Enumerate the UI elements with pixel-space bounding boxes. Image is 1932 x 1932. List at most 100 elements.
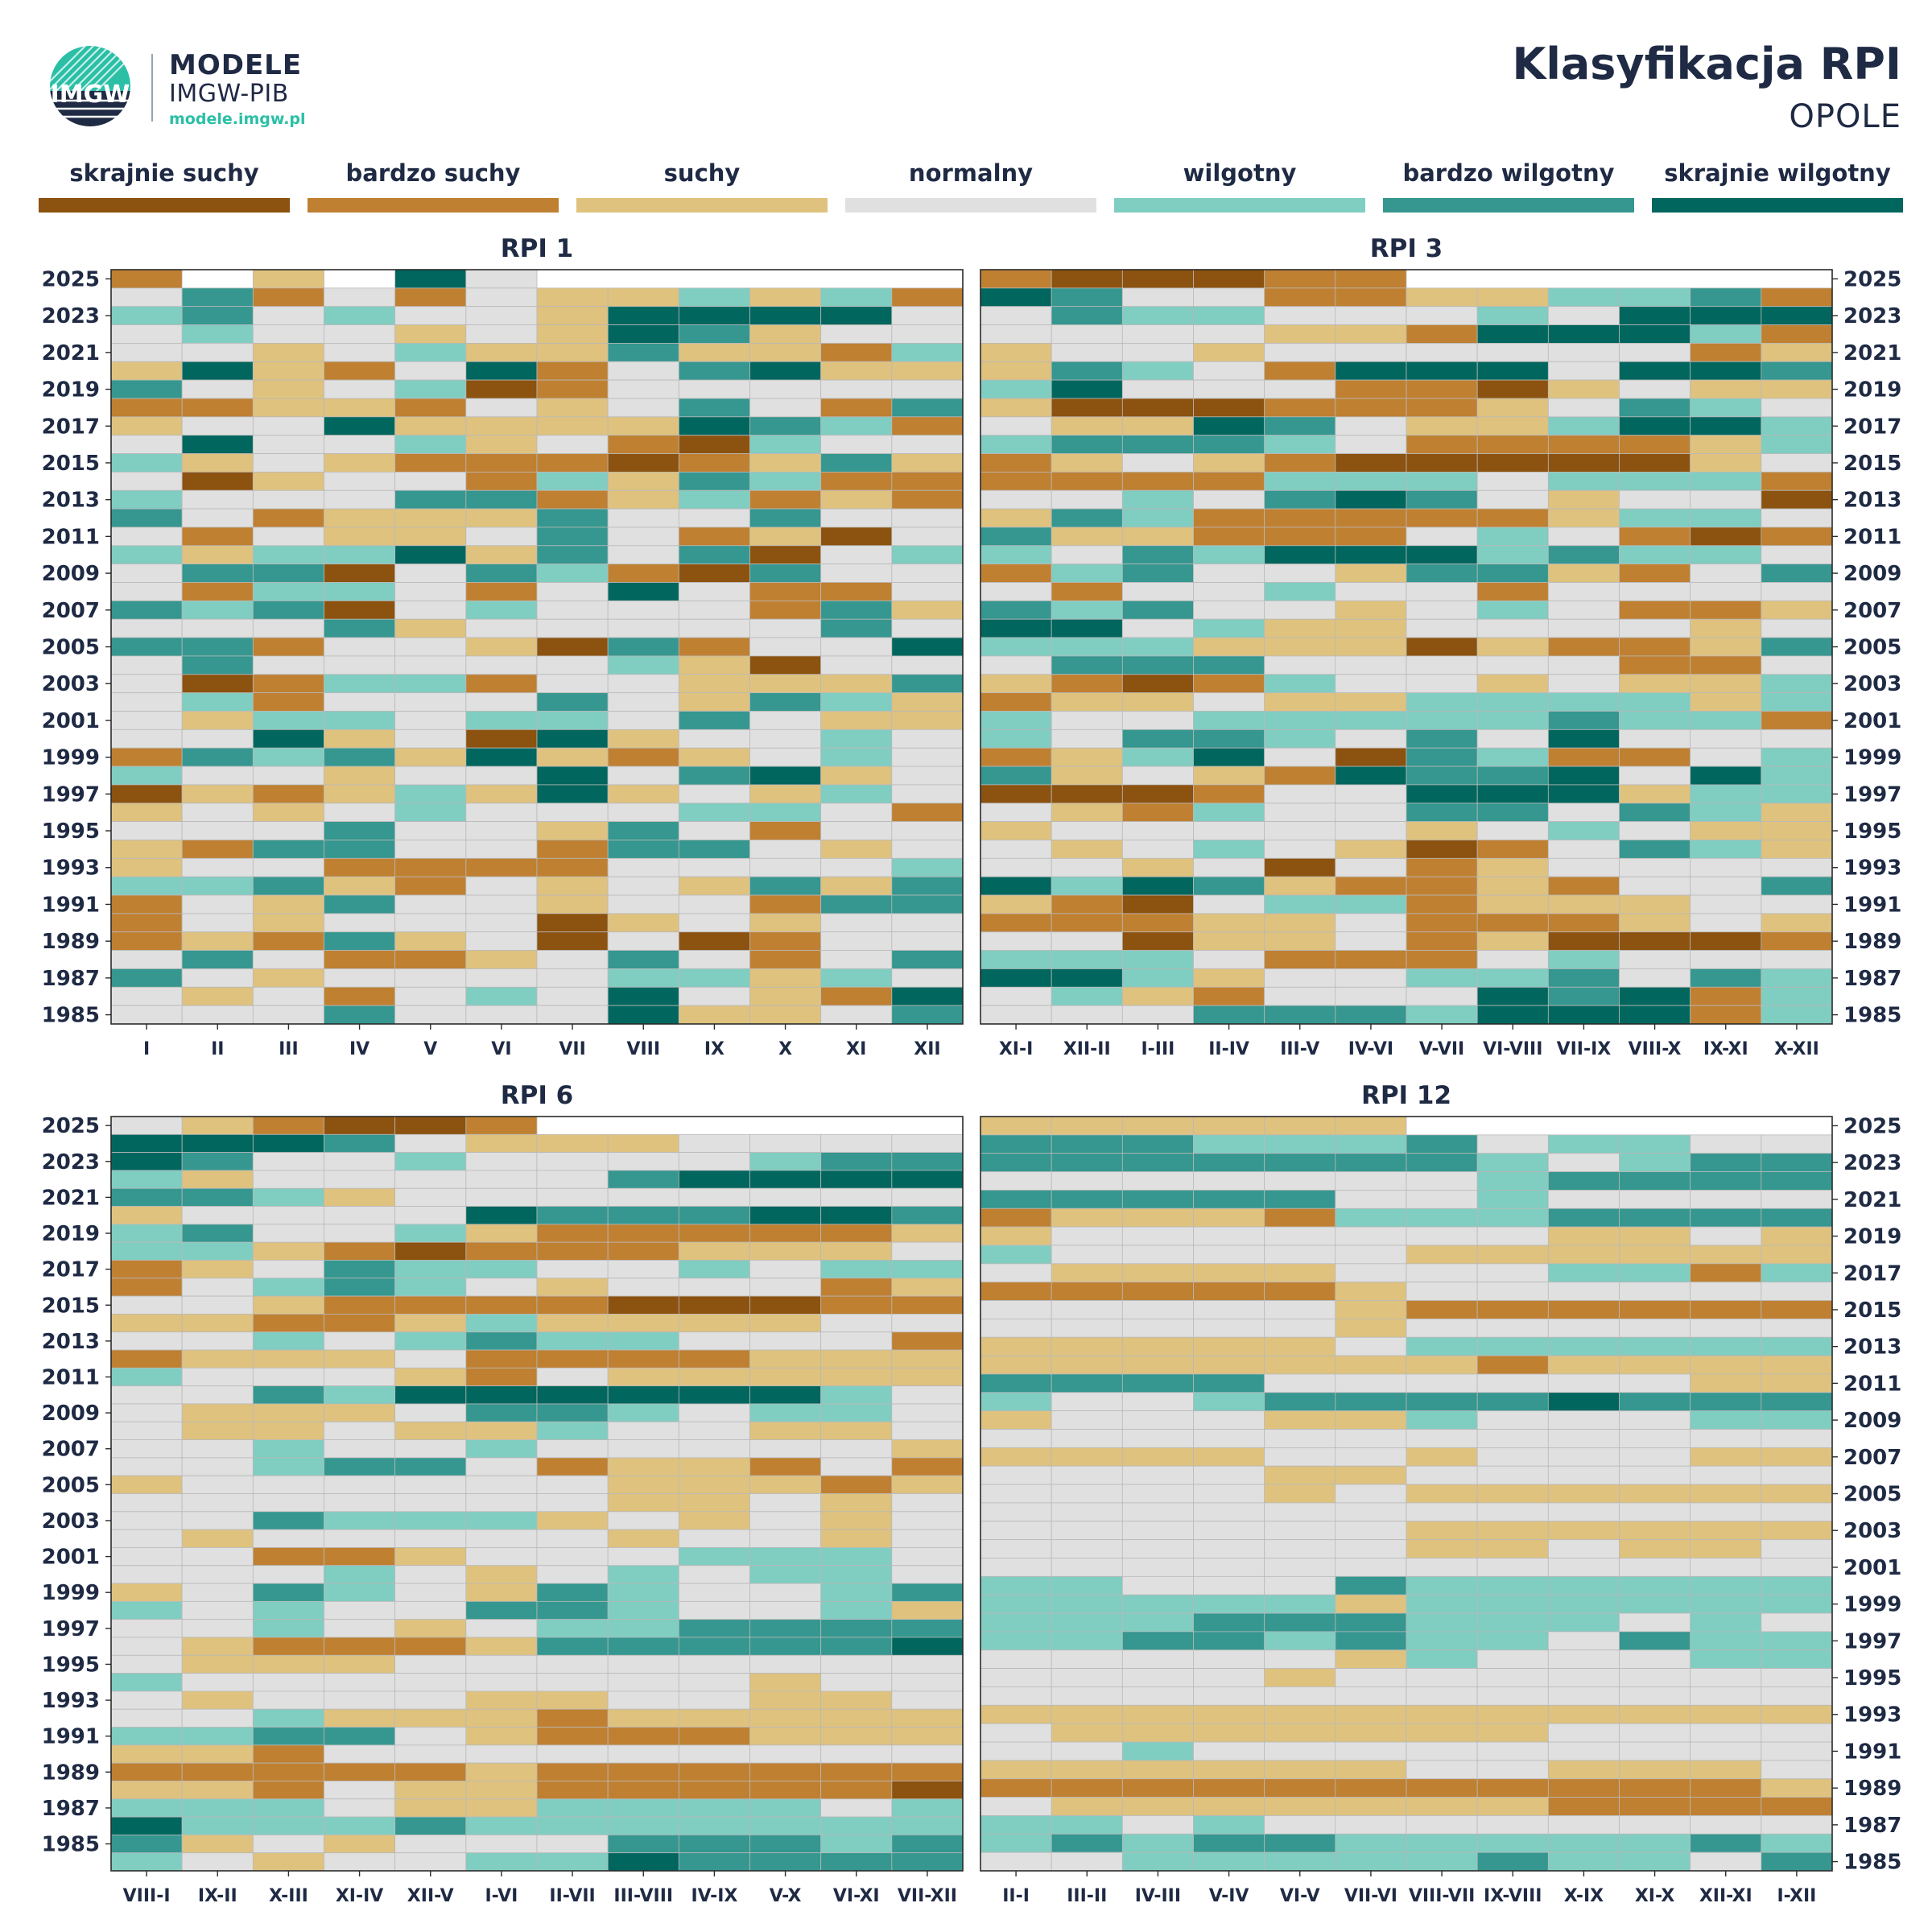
y-tick-label: 1991	[42, 1725, 100, 1749]
heatmap-cell	[110, 1439, 183, 1459]
heatmap-cell	[1406, 1373, 1478, 1393]
heatmap-cell	[324, 582, 396, 601]
heatmap-cell	[252, 931, 324, 951]
heatmap-cell	[980, 1153, 1052, 1172]
heatmap-cell	[1476, 1300, 1549, 1319]
heatmap-cell	[1547, 674, 1620, 694]
heatmap-cell	[536, 1170, 609, 1189]
heatmap-cell	[1406, 1190, 1478, 1209]
heatmap-cell	[1761, 711, 1833, 730]
heatmap-cell	[980, 416, 1052, 436]
heatmap-cell	[1406, 287, 1478, 308]
heatmap-cell	[1193, 545, 1265, 565]
heatmap-cell	[1476, 1778, 1549, 1798]
heatmap-cell	[252, 1475, 324, 1494]
heatmap-cell	[980, 950, 1052, 969]
heatmap-cell	[1476, 1355, 1549, 1375]
heatmap-cell	[394, 1421, 467, 1440]
heatmap-cell	[252, 324, 324, 344]
heatmap-cell	[181, 821, 254, 840]
heatmap-cell	[607, 306, 679, 325]
heatmap-cell	[1690, 1686, 1762, 1706]
heatmap-cell	[1193, 1226, 1265, 1246]
heatmap-cell	[252, 1565, 324, 1584]
heatmap-cell	[1406, 471, 1478, 491]
heatmap-cell	[1335, 1741, 1407, 1761]
heatmap-cell	[1761, 1226, 1833, 1246]
heatmap-cell	[749, 1349, 822, 1368]
y-tick-label: 1993	[1843, 857, 1901, 881]
heatmap-cell	[1761, 435, 1833, 454]
heatmap-cell	[252, 692, 324, 712]
page-title: Klasyfikacja RPI	[1512, 39, 1901, 89]
heatmap-cell	[181, 1762, 254, 1781]
heatmap-cell	[607, 1005, 679, 1025]
heatmap-cell	[1335, 582, 1407, 601]
heatmap-cell	[1264, 453, 1336, 473]
heatmap-cell	[980, 1631, 1052, 1651]
heatmap-cell	[252, 711, 324, 730]
heatmap-cell	[1406, 1539, 1478, 1558]
heatmap-cell	[1476, 1649, 1549, 1670]
heatmap-cell	[181, 913, 254, 933]
heatmap-cell	[181, 1385, 254, 1405]
heatmap-cell	[1761, 1797, 1833, 1816]
heatmap-cell	[820, 508, 893, 528]
heatmap-cell	[1761, 674, 1833, 694]
y-tick-label: 2009	[1843, 562, 1901, 586]
heatmap-cell	[181, 526, 254, 547]
heatmap-cell	[1193, 1852, 1265, 1872]
y-tick-label: 1985	[42, 1833, 100, 1857]
heatmap-cell	[181, 1260, 254, 1279]
heatmap-cell	[1690, 1852, 1762, 1872]
heatmap-cell	[181, 1781, 254, 1800]
heatmap-cell	[1547, 324, 1620, 344]
heatmap-cell	[1193, 1631, 1265, 1651]
heatmap-cell	[110, 343, 183, 362]
heatmap-cell	[607, 416, 679, 436]
heatmap-cell	[1406, 913, 1478, 933]
heatmap-cell	[324, 968, 396, 988]
heatmap-cell	[536, 1439, 609, 1459]
heatmap-cell	[1264, 1336, 1336, 1356]
heatmap-cell	[820, 950, 893, 969]
heatmap-cell	[324, 1816, 396, 1835]
heatmap-cell	[394, 894, 467, 914]
heatmap-cell	[891, 1690, 964, 1710]
heatmap-cell	[394, 803, 467, 823]
heatmap-cell	[536, 1708, 609, 1728]
y-tick-label: 2017	[42, 415, 100, 439]
heatmap-cell	[465, 1475, 538, 1494]
heatmap-cell	[980, 1704, 1052, 1724]
heatmap-cell	[1690, 1465, 1762, 1485]
heatmap-cell	[394, 857, 467, 877]
y-tick-label: 2007	[42, 599, 100, 623]
brand-url[interactable]: modele.imgw.pl	[169, 110, 306, 128]
heatmap-cell	[1476, 526, 1549, 547]
heatmap-cell	[465, 1005, 538, 1025]
heatmap-cell	[980, 1686, 1052, 1706]
heatmap-cell	[252, 1690, 324, 1710]
heatmap-cell	[252, 1493, 324, 1513]
heatmap-cell	[678, 564, 750, 583]
heatmap-cell	[1761, 324, 1833, 344]
heatmap-cell	[1406, 637, 1478, 657]
heatmap-cell	[820, 1708, 893, 1728]
heatmap-cell	[1335, 1649, 1407, 1670]
y-tick-label: 2011	[1843, 1372, 1901, 1396]
heatmap-cell	[252, 1654, 324, 1674]
heatmap-cell	[1406, 986, 1478, 1006]
heatmap-cell	[1406, 1815, 1478, 1835]
heatmap-cell	[465, 1781, 538, 1800]
heatmap-cell	[1619, 416, 1691, 436]
heatmap-cell	[536, 324, 609, 344]
heatmap-cell	[1406, 1594, 1478, 1614]
heatmap-cell	[1051, 931, 1123, 951]
heatmap-cell	[820, 343, 893, 362]
heatmap-cell	[678, 1224, 750, 1243]
heatmap-cell	[1193, 803, 1265, 823]
heatmap-cell	[1335, 1447, 1407, 1467]
heatmap-cell	[394, 361, 467, 381]
heatmap-cell	[252, 1781, 324, 1800]
heatmap-cell	[1547, 1502, 1620, 1522]
